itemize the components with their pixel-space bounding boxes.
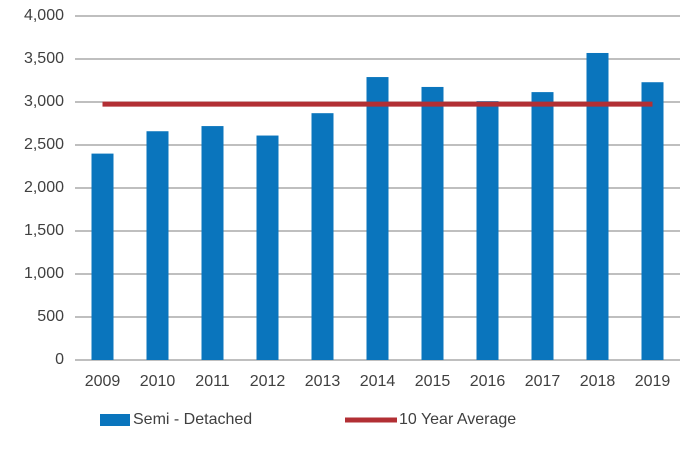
x-tick-label: 2009	[85, 373, 121, 390]
legend-label: Semi - Detached	[133, 411, 252, 428]
x-tick-label: 2014	[360, 373, 396, 390]
x-tick-label: 2013	[305, 373, 341, 390]
x-tick-label: 2017	[525, 373, 561, 390]
bar	[531, 92, 554, 361]
x-tick-label: 2018	[580, 373, 616, 390]
bar	[91, 153, 114, 360]
bar	[586, 52, 609, 360]
x-tick-label: 2015	[415, 373, 451, 390]
bar	[421, 86, 444, 360]
y-tick-label: 3,500	[24, 50, 64, 67]
bar	[366, 77, 389, 360]
y-tick-label: 0	[55, 351, 64, 368]
x-tick-label: 2019	[635, 373, 671, 390]
y-tick-label: 1,500	[24, 222, 64, 239]
y-tick-label: 3,000	[24, 93, 64, 110]
y-tick-label: 2,000	[24, 179, 64, 196]
bar	[201, 126, 224, 360]
bar	[641, 82, 664, 360]
y-tick-label: 1,000	[24, 265, 64, 282]
y-tick-label: 500	[37, 308, 64, 325]
legend-swatch	[100, 414, 130, 426]
bar	[256, 135, 279, 360]
x-tick-label: 2016	[470, 373, 506, 390]
x-tick-label: 2012	[250, 373, 286, 390]
legend-label: 10 Year Average	[399, 411, 516, 428]
bar	[311, 113, 334, 361]
y-tick-label: 4,000	[24, 7, 64, 24]
x-tick-label: 2011	[195, 373, 230, 390]
bar	[476, 101, 499, 360]
bar	[146, 131, 169, 360]
x-tick-label: 2010	[140, 373, 176, 390]
y-tick-label: 2,500	[24, 136, 64, 153]
